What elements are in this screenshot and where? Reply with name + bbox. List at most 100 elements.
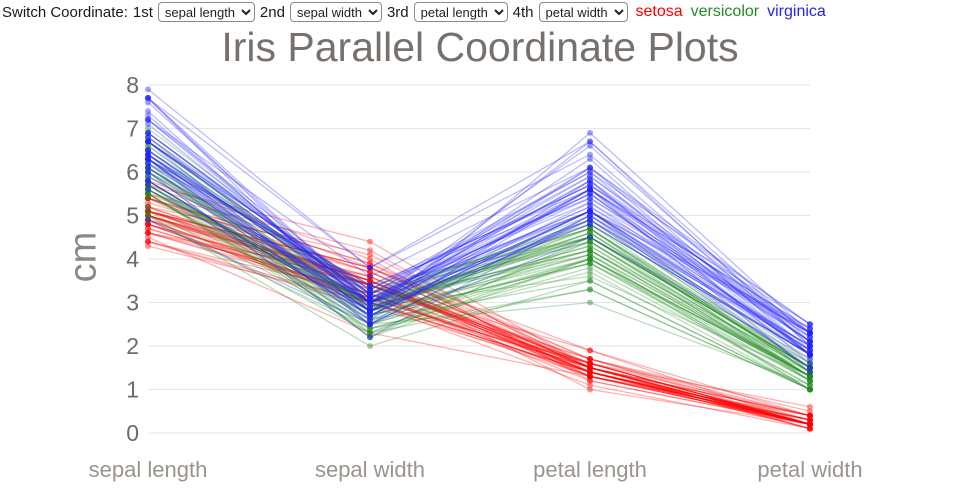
- data-point: [807, 416, 813, 423]
- data-point: [145, 129, 151, 136]
- data-point: [587, 208, 593, 215]
- data-point: [367, 295, 373, 302]
- data-point: [367, 299, 373, 306]
- data-point: [587, 177, 593, 184]
- data-point: [145, 134, 151, 141]
- data-line: [147, 167, 811, 373]
- data-point: [145, 155, 151, 162]
- data-point: [807, 369, 813, 376]
- data-line: [147, 236, 811, 421]
- data-point: [587, 186, 593, 193]
- data-point: [367, 299, 373, 306]
- data-point: [587, 234, 593, 241]
- data-point: [145, 160, 151, 167]
- data-point: [807, 364, 813, 371]
- data-point: [587, 234, 593, 241]
- data-point: [367, 299, 373, 306]
- data-point: [367, 299, 373, 306]
- data-point: [367, 303, 373, 310]
- data-point: [807, 373, 813, 380]
- data-point: [587, 173, 593, 180]
- data-line: [147, 197, 811, 425]
- data-line: [147, 149, 811, 347]
- data-point: [367, 312, 373, 319]
- data-line: [147, 171, 811, 369]
- coordinate-select-2[interactable]: sepal width: [289, 2, 382, 22]
- data-point: [587, 186, 593, 193]
- data-line: [147, 171, 811, 391]
- data-line: [147, 114, 811, 356]
- data-point: [807, 425, 813, 432]
- data-point: [145, 164, 151, 171]
- data-point: [587, 177, 593, 184]
- ordinal-label-2nd: 2nd: [259, 3, 285, 21]
- data-point: [587, 277, 593, 284]
- data-point: [145, 212, 151, 219]
- data-point: [807, 421, 813, 428]
- data-point: [145, 208, 151, 215]
- data-line: [147, 210, 811, 421]
- data-point: [807, 377, 813, 384]
- data-point: [367, 312, 373, 319]
- data-point: [807, 338, 813, 345]
- data-line: [147, 149, 811, 369]
- data-line: [147, 88, 811, 347]
- data-point: [145, 216, 151, 223]
- data-line: [147, 132, 811, 369]
- data-point: [367, 308, 373, 315]
- coordinate-select-4[interactable]: petal width: [538, 2, 628, 22]
- data-point: [807, 364, 813, 371]
- data-point: [145, 169, 151, 175]
- data-point: [807, 382, 813, 389]
- data-point: [145, 147, 151, 154]
- data-point: [367, 308, 373, 315]
- y-tick-label: 5: [126, 202, 139, 228]
- data-point: [587, 360, 593, 367]
- data-point: [807, 373, 813, 380]
- data-point: [807, 369, 813, 376]
- data-line: [147, 141, 811, 369]
- data-point: [587, 373, 593, 380]
- data-point: [145, 116, 151, 123]
- data-point: [367, 299, 373, 306]
- data-point: [145, 212, 151, 219]
- data-line: [147, 171, 811, 364]
- data-point: [587, 256, 593, 262]
- coordinate-select-3[interactable]: petal length: [413, 2, 508, 22]
- data-point: [145, 195, 151, 202]
- data-point: [587, 216, 593, 223]
- data-point: [367, 290, 373, 297]
- data-point: [587, 373, 593, 380]
- data-point: [807, 377, 813, 384]
- data-line: [147, 97, 811, 338]
- series-versicolor: [145, 125, 813, 393]
- data-point: [145, 221, 151, 228]
- data-point: [807, 421, 813, 428]
- data-point: [367, 312, 373, 319]
- data-point: [145, 229, 151, 236]
- data-point: [587, 273, 593, 280]
- data-point: [145, 190, 151, 197]
- data-line: [147, 184, 811, 391]
- data-point: [367, 290, 373, 297]
- data-point: [807, 408, 813, 415]
- data-line: [147, 223, 811, 425]
- data-point: [367, 303, 373, 310]
- coordinate-select-1[interactable]: sepal length: [157, 2, 255, 22]
- data-point: [367, 299, 373, 306]
- data-point: [367, 282, 373, 289]
- data-point: [587, 369, 593, 376]
- data-point: [367, 273, 373, 280]
- data-point: [367, 247, 373, 254]
- data-point: [145, 186, 151, 193]
- data-point: [587, 190, 593, 197]
- data-point: [367, 303, 373, 310]
- data-point: [587, 256, 593, 262]
- data-line: [147, 171, 811, 364]
- data-point: [367, 264, 373, 271]
- y-tick-label: 2: [126, 333, 139, 359]
- data-point: [145, 208, 151, 215]
- data-point: [145, 99, 151, 106]
- data-point: [145, 116, 151, 123]
